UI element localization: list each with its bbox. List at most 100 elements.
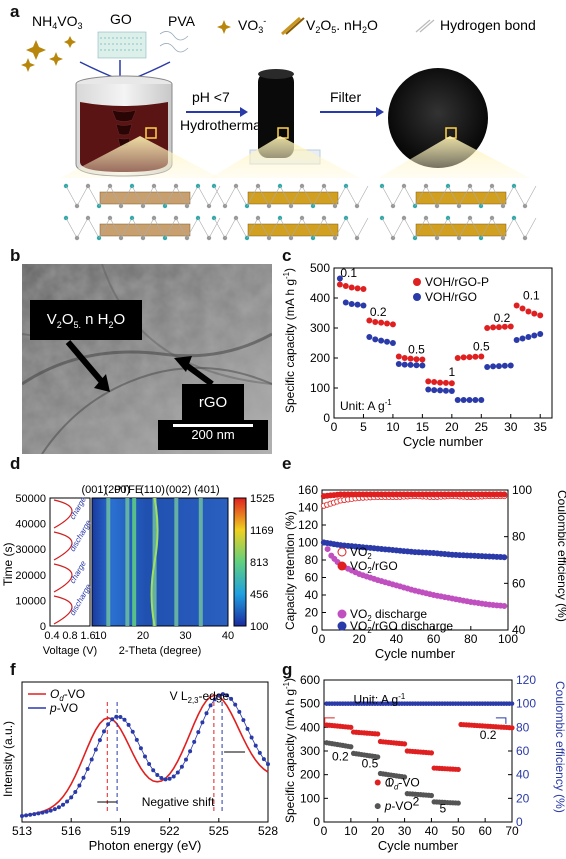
data-point-odvo [348, 724, 354, 730]
peak-label: (401) [194, 484, 220, 496]
data-point-voh-rgo-p [419, 356, 426, 363]
data-point-voh-rgo-p [531, 310, 538, 317]
panel-label-d: d [10, 454, 21, 473]
scale-bar [173, 424, 253, 427]
x-tick-label: 5 [360, 420, 367, 434]
data-point-odvo [509, 725, 515, 731]
go-bond [175, 217, 188, 239]
y-tick-label: 600 [300, 673, 320, 687]
go-bond [458, 185, 471, 207]
data-point-voh-rgo-p [448, 380, 455, 387]
legend-vo3-icon [217, 20, 231, 34]
panel-label-g: g [282, 660, 293, 679]
go-bond [469, 217, 482, 239]
data-point-voh-rgo-p [401, 355, 408, 361]
y-tick-label: 200 [310, 351, 330, 365]
y-axis-label: Intensity (a.u.) [1, 721, 15, 797]
colorbar-label: 100 [250, 621, 268, 633]
x-tick-label: 10 [344, 824, 358, 838]
y-axis-label: Specific capacity (mA h g-1) [282, 268, 297, 413]
x-tick-label: 30 [398, 824, 412, 838]
go-bond [290, 185, 303, 207]
data-point-series-2 [324, 546, 331, 553]
rate-annotation: 0.5 [408, 343, 425, 357]
go-bond [323, 185, 336, 207]
data-point-voh-rgo-p [407, 355, 414, 362]
tem-arrows [65, 340, 214, 392]
go-bond [502, 217, 515, 239]
reagent-go: GO [110, 11, 132, 27]
data-point-odvo [375, 731, 381, 737]
x-axis-label: Cycle number [375, 646, 456, 661]
go-bond [436, 185, 449, 207]
go-bond [436, 217, 449, 239]
x-tick-label: 30 [179, 630, 191, 642]
heatmap-area [91, 497, 229, 627]
y2-tick-label: 20 [516, 791, 530, 805]
data-point-voh-rgo [413, 362, 420, 369]
tem-label-rgo: rGO [182, 384, 244, 422]
y2-tick-label: 100 [512, 483, 532, 497]
data-point-voh-rgo [360, 302, 367, 309]
x-tick-label: 10 [386, 420, 400, 434]
go-bond [425, 217, 438, 239]
voltage-curve [53, 531, 73, 561]
go-bond [186, 217, 199, 239]
x-tick-label: 20 [353, 632, 367, 646]
legend-label: p-VO [49, 701, 78, 715]
go-bond [502, 185, 515, 207]
data-point-voh-rgo [425, 386, 432, 393]
data-point-voh-rgo-p [460, 354, 467, 361]
go-bond [491, 217, 504, 239]
hydrothermal-arrowhead [240, 107, 248, 117]
data-point-voh-rgo-p [478, 353, 485, 360]
data-point-voh-rgo [484, 364, 491, 370]
coulombic-point [509, 701, 515, 706]
x-tick-label: 519 [110, 824, 130, 838]
diffraction-peak [198, 498, 203, 626]
x-tick-label: 0.8 [62, 630, 77, 642]
peak-label: (110) [140, 484, 165, 496]
go-bond [414, 217, 427, 239]
data-point-voh-rgo [401, 361, 408, 368]
data-point-voh-rgo-p [395, 353, 402, 360]
data-point-voh-rgo [348, 301, 355, 307]
y-tick-label: 100 [310, 381, 330, 395]
go-bond [513, 185, 526, 207]
go-bond [480, 185, 493, 207]
y-tick-label: 100 [298, 536, 318, 550]
data-point-voh-rgo [336, 275, 343, 282]
legend-hbond-icon [415, 19, 435, 33]
data-point-voh-rgo [537, 331, 544, 337]
peak-label: PTFE [114, 484, 142, 496]
go-bond [109, 185, 122, 207]
plot-frame [333, 267, 553, 419]
y-tick-label: 10000 [15, 595, 46, 607]
go-bond [447, 185, 460, 207]
go-bond [120, 185, 133, 207]
y-tick-label: 500 [300, 697, 320, 711]
go-bond [142, 185, 155, 207]
shifting-peak [150, 497, 159, 627]
y-axis-label: Time (s) [1, 542, 15, 586]
voltage-frame [49, 497, 91, 627]
go-bond [381, 217, 394, 239]
x-tick-label: 60 [478, 824, 492, 838]
y2-tick-label: 0 [516, 815, 523, 829]
y2-tick-label: 100 [516, 697, 536, 711]
go-bond [403, 185, 416, 207]
y-tick-label: 160 [298, 483, 318, 497]
data-point-voh-rgo-p [372, 319, 379, 325]
step-filter-label: Filter [330, 89, 361, 105]
legend-label: VO2 [350, 545, 372, 561]
go-bond [87, 217, 100, 239]
y-tick-label: 0 [323, 411, 330, 425]
go-bond [235, 185, 248, 207]
go-bond [257, 185, 270, 207]
y2-tick-label: 60 [516, 744, 530, 758]
rate-annotation: 0.5 [473, 340, 490, 354]
go-bond [279, 185, 292, 207]
x-tick-label: 528 [258, 824, 278, 838]
panel-label-f: f [10, 660, 16, 679]
legend-label: Od-VO [385, 776, 420, 792]
